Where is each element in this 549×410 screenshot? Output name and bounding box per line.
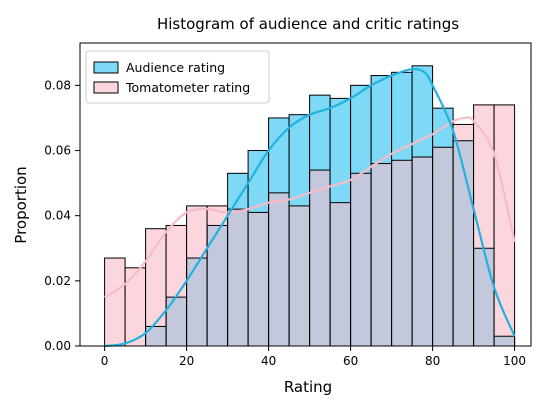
legend-swatch-tomatometer (93, 81, 119, 94)
bar-upper-12 (350, 85, 372, 174)
bar-overlap-19 (494, 336, 515, 346)
bar-overlap-9 (289, 205, 310, 346)
y-tick-label-0.06: 0.06 (44, 144, 71, 158)
bar-upper-2 (145, 228, 167, 327)
kde-line-audience (104, 67, 516, 348)
bar-overlap-5 (207, 225, 228, 346)
bar-upper-6 (227, 173, 249, 210)
plot-area (79, 42, 532, 348)
bar-overlap-18 (473, 248, 495, 346)
y-tick-label-0.02: 0.02 (44, 274, 71, 288)
bar-upper-8 (268, 117, 290, 193)
x-axis-label: Rating (284, 378, 332, 396)
bar-overlap-16 (432, 147, 454, 346)
x-tick-label-60: 60 (343, 354, 358, 368)
bar-overlap-7 (248, 212, 269, 346)
bar-upper-10 (309, 95, 331, 171)
legend-box (85, 50, 270, 104)
bar-upper-14 (391, 72, 413, 161)
bar-overlap-13 (371, 163, 392, 346)
x-axis: 0 20 40 60 80 100 (101, 346, 526, 368)
legend-swatch-audience (93, 61, 119, 74)
bar-upper-15 (412, 65, 433, 158)
bar-overlap-4 (186, 258, 208, 346)
kde-line-tomatometer (104, 116, 516, 299)
y-tick-label-0.04: 0.04 (44, 209, 71, 223)
y-axis-label: Proportion (12, 166, 30, 243)
bar-upper-17 (453, 124, 474, 141)
x-tick-label-40: 40 (261, 354, 276, 368)
plot-frame (79, 42, 532, 347)
bar-overlap-15 (412, 157, 433, 346)
bar-upper-19 (494, 104, 515, 337)
x-tick-label-20: 20 (179, 354, 194, 368)
y-tick-label-0.00: 0.00 (44, 339, 71, 353)
bar-overlap-12 (350, 173, 372, 346)
x-tick-label-100: 100 (503, 354, 526, 368)
bar-upper-4 (186, 205, 208, 259)
bar-overlap-3 (166, 297, 187, 346)
legend-label-tomatometer: Tomatometer rating (125, 80, 250, 95)
bar-overlap-6 (227, 209, 249, 346)
bar-upper-7 (248, 150, 269, 213)
bar-overlap-10 (309, 170, 331, 346)
bar-upper-13 (371, 75, 392, 164)
bar-upper-3 (166, 225, 187, 298)
x-tick-label-0: 0 (101, 354, 109, 368)
bar-upper-11 (330, 98, 351, 203)
bar-overlap-2 (145, 326, 167, 346)
bar-upper-9 (289, 114, 310, 206)
bar-upper-0 (104, 258, 126, 346)
legend-label-audience: Audience rating (126, 60, 225, 75)
bar-overlap-8 (268, 192, 290, 346)
y-axis: 0.00 0.02 0.04 0.06 0.08 (44, 78, 80, 353)
bar-upper-1 (125, 267, 146, 346)
bar-overlap-14 (391, 160, 413, 346)
bar-overlap-11 (330, 202, 351, 346)
y-tick-label-0.08: 0.08 (44, 78, 71, 92)
x-tick-label-80: 80 (425, 354, 440, 368)
legend: Audience rating Tomatometer rating (85, 50, 270, 104)
bar-upper-18 (473, 104, 495, 249)
chart-title: Histogram of audience and critic ratings (157, 15, 459, 33)
